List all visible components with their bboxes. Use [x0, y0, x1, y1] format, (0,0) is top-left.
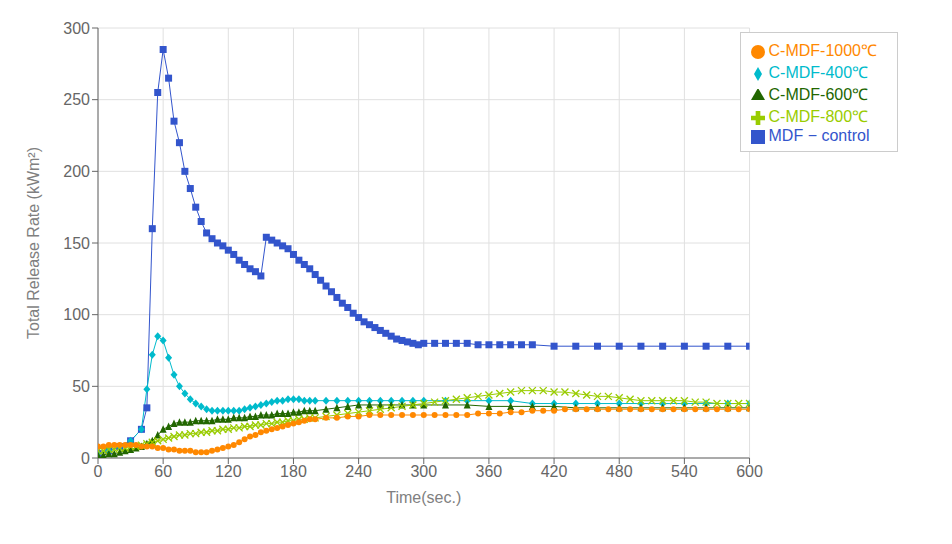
svg-text:Total Release Rate (kWm²): Total Release Rate (kWm²): [25, 147, 42, 339]
html-text:C-MDF-800℃: C-MDF-800℃: [768, 108, 869, 125]
svg-text:420: 420: [541, 463, 568, 480]
svg-text:480: 480: [606, 463, 633, 480]
svg-text:240: 240: [345, 463, 372, 480]
svg-text:50: 50: [72, 378, 90, 395]
svg-text:600: 600: [736, 463, 763, 480]
svg-text:360: 360: [476, 463, 503, 480]
svg-text:300: 300: [63, 20, 90, 37]
svg-text:100: 100: [63, 306, 90, 323]
svg-text:250: 250: [63, 91, 90, 108]
svg-text:150: 150: [63, 235, 90, 252]
svg-text:200: 200: [63, 163, 90, 180]
svg-text:120: 120: [215, 463, 242, 480]
html-text:C-MDF-1000℃: C-MDF-1000℃: [768, 42, 877, 59]
svg-text:0: 0: [94, 463, 103, 480]
svg-text:540: 540: [671, 463, 698, 480]
svg-text:Time(sec.): Time(sec.): [386, 489, 461, 506]
html-text:C-MDF-600℃: C-MDF-600℃: [768, 86, 869, 103]
svg-text:300: 300: [410, 463, 437, 480]
html-text:C-MDF-400℃: C-MDF-400℃: [768, 64, 869, 81]
svg-text:180: 180: [280, 463, 307, 480]
svg-text:0: 0: [81, 450, 90, 467]
html-text:MDF − control: MDF − control: [768, 127, 870, 144]
svg-text:60: 60: [154, 463, 172, 480]
